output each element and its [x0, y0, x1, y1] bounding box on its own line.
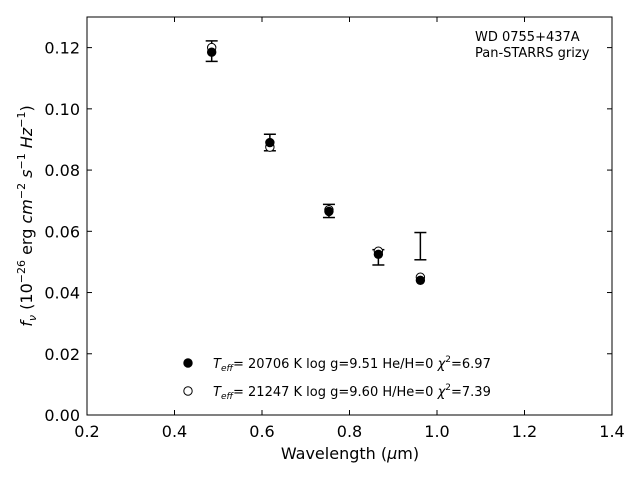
x-tick-label: 0.4: [162, 422, 187, 441]
legend-entry-h: Teff= 21247 K log g=9.60 H/He=0 χ2=7.39: [213, 383, 491, 402]
y-tick-label: 0.08: [44, 161, 80, 180]
annotation-star-name: WD 0755+437A: [475, 30, 580, 45]
y-tick-label: 0.00: [44, 406, 80, 425]
axis-ticks: 0.2 0.4 0.6 0.8 1.0 1.2 1.4 0.00 0.02 0.04 0.06 0.0…: [44, 17, 625, 441]
he-model-point: [265, 137, 275, 148]
x-tick-label: 0.8: [337, 422, 362, 441]
legend-entry-he: Teff= 20706 K log g=9.51 He/H=0 χ2=6.97: [213, 355, 491, 374]
observed-error-bars: [205, 40, 427, 266]
legend-open-marker: [183, 386, 193, 396]
he-model-point: [324, 206, 334, 217]
y-tick-label: 0.02: [44, 345, 80, 364]
plot-frame: [86, 16, 613, 416]
x-axis-label: Wavelength (μm): [281, 444, 419, 463]
he-model-point: [415, 275, 426, 285]
legend-filled-marker: [183, 358, 193, 368]
y-tick-label: 0.06: [44, 222, 80, 241]
x-tick-label: 1.0: [424, 422, 449, 441]
he-model-point: [206, 47, 217, 57]
x-tick-label: 0.2: [74, 422, 99, 441]
x-tick-label: 0.6: [249, 422, 274, 441]
x-tick-label: 1.4: [599, 422, 624, 441]
y-tick-label: 0.10: [44, 100, 80, 119]
y-tick-label: 0.04: [44, 284, 80, 303]
y-axis-label: fν (10−26 erg cm−2 s−1 Hz−1): [15, 105, 39, 326]
x-tick-label: 1.2: [512, 422, 537, 441]
model-markers: [206, 42, 426, 285]
annotation-survey: Pan-STARRS grizy: [475, 46, 590, 61]
y-tick-label: 0.12: [44, 39, 80, 58]
he-model-point: [373, 249, 384, 259]
legend: Teff= 20706 K log g=9.51 He/H=0 χ2=6.97 …: [183, 355, 491, 402]
